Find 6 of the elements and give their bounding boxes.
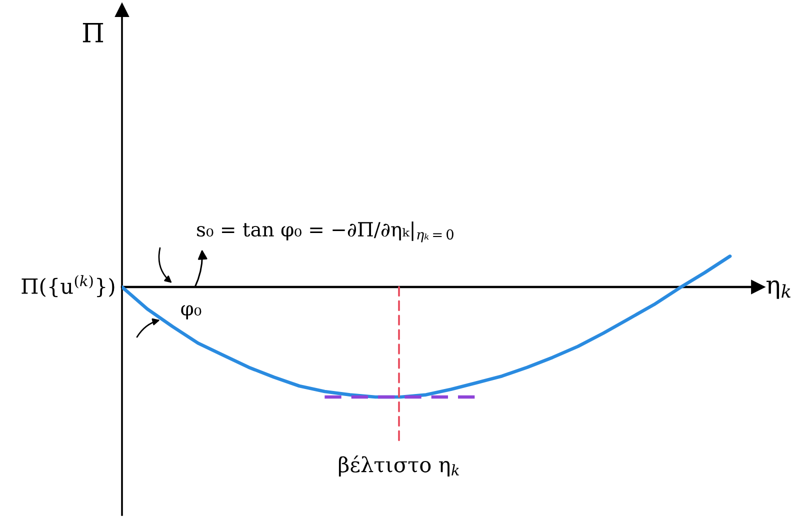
text: Π({u$^{(k)}$}) xyxy=(22,275,114,298)
text: βέλτιστο η$_{k}$ xyxy=(338,455,459,476)
text: Π xyxy=(82,23,104,42)
text: s₀ = tan φ₀ = −∂Π/∂ηₖ|$_{ηₖ=0}$ xyxy=(197,222,454,242)
x-axis-title: η$_{k}$ xyxy=(766,280,790,299)
annotation: φ₀ xyxy=(181,305,202,320)
